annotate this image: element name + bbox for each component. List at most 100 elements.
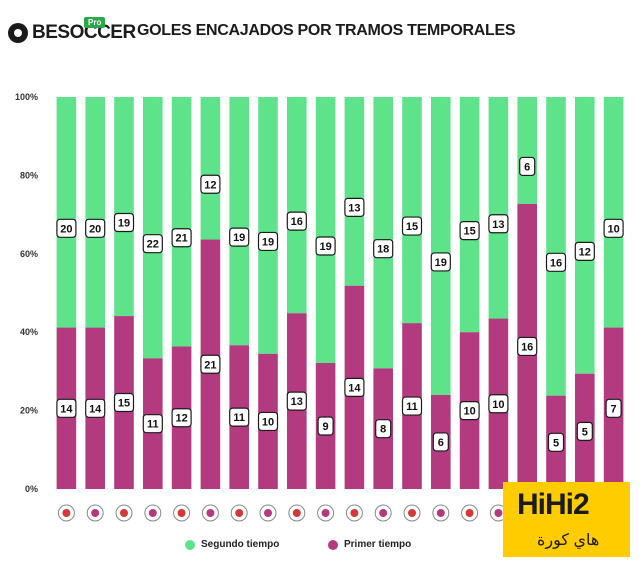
bar-second-half	[373, 97, 393, 369]
bar-second-half	[344, 97, 365, 286]
legend: Segundo tiempo Primer tiempo	[0, 539, 640, 557]
team-crest-inner	[264, 509, 272, 517]
y-tick-label: 40%	[20, 327, 38, 337]
data-label-first-half: 15	[118, 398, 130, 410]
data-label-first-half: 13	[291, 396, 303, 408]
team-crest-inner	[408, 509, 416, 517]
data-label-second-half: 12	[579, 246, 591, 258]
bar-second-half	[517, 97, 537, 204]
team-crest-inner	[321, 509, 330, 517]
data-label-second-half-box	[459, 221, 480, 241]
data-label-first-half-box	[344, 377, 365, 397]
data-label-first-half-box	[432, 432, 449, 452]
data-label-first-half-box	[113, 392, 135, 413]
bar-second-half	[114, 97, 134, 317]
team-crest-inner	[292, 509, 301, 517]
data-label-second-half-box	[519, 156, 536, 177]
legend-label-first-half: Primer tiempo	[344, 539, 412, 550]
data-label-second-half-box	[603, 218, 624, 238]
data-label-second-half-box	[545, 252, 567, 272]
data-label-first-half-box	[375, 419, 392, 439]
data-label-first-half: 5	[553, 437, 559, 449]
data-label-second-half: 6	[524, 161, 530, 173]
data-label-second-half: 15	[406, 221, 418, 233]
data-label-second-half: 21	[175, 233, 187, 245]
y-tick-label: 0%	[25, 484, 38, 494]
bar-second-half	[575, 97, 595, 374]
data-label-second-half-box	[200, 174, 221, 194]
bar-second-half	[287, 97, 307, 314]
data-label-second-half-box	[344, 197, 365, 217]
data-label-second-half-box	[574, 241, 595, 261]
data-label-first-half: 14	[89, 403, 102, 415]
bar-second-half	[459, 97, 480, 333]
data-label-second-half: 19	[118, 218, 130, 230]
data-label-second-half: 19	[233, 232, 245, 244]
data-label-second-half-box	[430, 252, 451, 272]
team-crest-inner	[91, 509, 100, 517]
stacked-bar-chart: 0%20%40%60%80%100%2014Levante2014Real Ov…	[15, 92, 624, 522]
data-label-first-half-box	[488, 394, 509, 414]
data-label-second-half: 12	[204, 179, 216, 191]
data-label-second-half: 20	[60, 223, 72, 235]
data-label-second-half-box	[488, 214, 509, 234]
legend-dot-first-half	[328, 539, 338, 550]
data-label-first-half: 10	[492, 399, 504, 411]
bar-second-half	[171, 97, 192, 347]
bar-second-half	[603, 97, 624, 328]
data-label-first-half-box	[459, 401, 480, 421]
header: BESOCCER Pro GOLES ENCAJADOS POR TRAMOS …	[0, 0, 640, 62]
data-label-first-half: 10	[463, 406, 475, 418]
data-label-second-half: 15	[463, 226, 475, 238]
data-label-first-half-box	[605, 398, 622, 418]
data-label-second-half-box	[56, 218, 77, 238]
data-label-first-half-box	[142, 414, 163, 434]
data-label-first-half: 9	[323, 421, 329, 433]
data-label-second-half: 20	[89, 223, 101, 235]
legend-item-first-half: Primer tiempo	[328, 539, 411, 550]
data-label-first-half: 11	[233, 412, 245, 424]
team-crest-inner	[235, 509, 244, 517]
data-label-first-half-box	[286, 391, 307, 411]
data-label-first-half-box	[401, 396, 423, 416]
bar-second-half	[85, 97, 105, 328]
bar-second-half	[431, 97, 451, 395]
brand-name: BESOCCER	[32, 22, 136, 43]
team-crest-inner	[350, 509, 359, 517]
besoccer-logo: BESOCCER	[8, 22, 136, 44]
data-label-first-half-box	[517, 336, 538, 357]
data-label-second-half: 13	[492, 219, 504, 231]
bar-second-half	[200, 97, 221, 240]
data-label-second-half: 16	[291, 216, 303, 228]
hihi2-watermark: HiHi2 هاي كورة	[503, 482, 630, 557]
bar-second-half	[258, 97, 278, 354]
team-crest-inner	[494, 509, 503, 517]
watermark-sub: هاي كورة	[537, 532, 600, 549]
data-label-first-half: 11	[406, 401, 418, 413]
legend-label-second-half: Segundo tiempo	[201, 539, 280, 550]
data-label-first-half-box	[171, 408, 192, 428]
data-label-first-half-box	[200, 354, 221, 374]
data-label-second-half-box	[373, 239, 394, 259]
bar-second-half	[143, 97, 163, 359]
bar-second-half	[402, 97, 422, 324]
data-label-second-half: 10	[607, 223, 619, 235]
data-label-first-half-box	[547, 432, 565, 452]
bar-second-half	[56, 97, 77, 328]
data-label-second-half: 16	[550, 257, 562, 269]
data-label-second-half: 18	[377, 244, 389, 256]
data-label-first-half: 12	[175, 413, 187, 425]
team-crest-inner	[436, 509, 445, 517]
team-crest-inner	[177, 509, 186, 517]
data-label-first-half: 14	[60, 403, 73, 415]
data-label-second-half: 22	[147, 239, 159, 251]
team-crest-inner	[148, 509, 157, 517]
data-label-second-half-box	[171, 228, 192, 248]
y-tick-label: 100%	[15, 92, 38, 102]
data-label-first-half-box	[576, 421, 593, 441]
y-tick-label: 20%	[20, 406, 38, 416]
bar-second-half	[229, 97, 249, 346]
team-crest-inner	[465, 509, 474, 517]
bar-second-half	[315, 97, 336, 363]
y-tick-label: 80%	[20, 170, 38, 180]
